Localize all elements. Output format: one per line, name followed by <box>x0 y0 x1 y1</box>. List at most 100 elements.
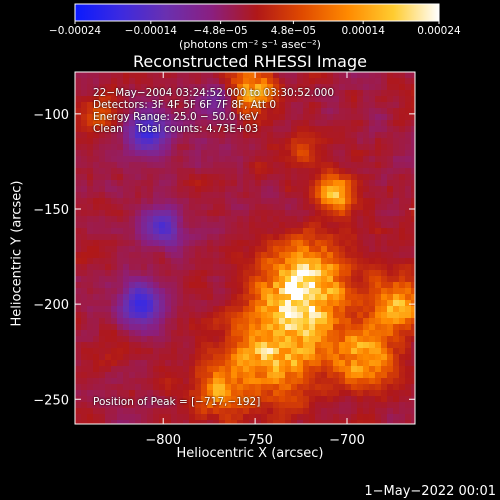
heatmap-cell <box>321 72 327 78</box>
heatmap-cell <box>375 396 381 402</box>
heatmap-cell <box>171 120 177 126</box>
heatmap-cell <box>285 150 291 156</box>
heatmap-cell <box>375 210 381 216</box>
heatmap-cell <box>309 108 315 114</box>
heatmap-cell <box>255 240 261 246</box>
heatmap-cell <box>105 216 111 222</box>
heatmap-cell <box>345 360 351 366</box>
heatmap-cell <box>123 420 129 424</box>
heatmap-cell <box>243 204 249 210</box>
heatmap-cell <box>411 318 415 324</box>
heatmap-cell <box>273 258 279 264</box>
heatmap-cell <box>249 216 255 222</box>
heatmap-cell <box>345 390 351 396</box>
heatmap-cell <box>231 276 237 282</box>
heatmap-cell <box>141 78 147 84</box>
heatmap-cell <box>93 414 99 420</box>
heatmap-cell <box>159 228 165 234</box>
heatmap-cell <box>285 162 291 168</box>
heatmap-cell <box>111 318 117 324</box>
heatmap-cell <box>123 270 129 276</box>
heatmap-cell <box>75 378 81 384</box>
heatmap-cell <box>285 372 291 378</box>
heatmap-cell <box>183 408 189 414</box>
heatmap-cell <box>207 216 213 222</box>
heatmap-cell <box>363 222 369 228</box>
heatmap-cell <box>129 402 135 408</box>
heatmap-cell <box>237 318 243 324</box>
heatmap-cell <box>363 318 369 324</box>
heatmap-cell <box>111 108 117 114</box>
heatmap-cell <box>129 216 135 222</box>
heatmap-cell <box>165 198 171 204</box>
heatmap-cell <box>189 372 195 378</box>
heatmap-cell <box>315 324 321 330</box>
heatmap-cell <box>219 162 225 168</box>
heatmap-cell <box>225 132 231 138</box>
heatmap-cell <box>123 366 129 372</box>
heatmap-cell <box>189 144 195 150</box>
heatmap-cell <box>381 300 387 306</box>
heatmap-cell <box>105 162 111 168</box>
heatmap-cell <box>387 108 393 114</box>
heatmap-cell <box>87 348 93 354</box>
heatmap-cell <box>141 246 147 252</box>
heatmap-cell <box>351 138 357 144</box>
heatmap-cell <box>345 108 351 114</box>
heatmap-cell <box>183 288 189 294</box>
heatmap-cell <box>165 186 171 192</box>
heatmap-cell <box>351 162 357 168</box>
heatmap-cell <box>237 420 243 424</box>
heatmap-cell <box>387 252 393 258</box>
heatmap-cell <box>87 372 93 378</box>
heatmap-cell <box>93 132 99 138</box>
heatmap-cell <box>363 414 369 420</box>
heatmap-cell <box>267 150 273 156</box>
heatmap-cell <box>81 114 87 120</box>
heatmap-cell <box>165 114 171 120</box>
heatmap-cell <box>81 330 87 336</box>
heatmap-cell <box>273 84 279 90</box>
heatmap-cell <box>387 276 393 282</box>
heatmap-cell <box>213 312 219 318</box>
heatmap-cell <box>231 384 237 390</box>
heatmap-cell <box>321 420 327 424</box>
heatmap-cell <box>117 414 123 420</box>
heatmap-cell <box>129 138 135 144</box>
heatmap-cell <box>219 276 225 282</box>
heatmap-cell <box>273 228 279 234</box>
heatmap-cell <box>369 318 375 324</box>
heatmap-cell <box>231 342 237 348</box>
x-tick-label: −750 <box>237 433 273 448</box>
heatmap-cell <box>261 168 267 174</box>
heatmap-cell <box>381 240 387 246</box>
heatmap-cell <box>93 102 99 108</box>
heatmap-cell <box>393 216 399 222</box>
heatmap-cell <box>297 372 303 378</box>
heatmap-cell <box>279 336 285 342</box>
heatmap-cell <box>135 342 141 348</box>
heatmap-cell <box>333 300 339 306</box>
heatmap-cell <box>87 354 93 360</box>
y-tick-label: −150 <box>33 203 69 218</box>
heatmap-cell <box>219 114 225 120</box>
heatmap-cell <box>75 204 81 210</box>
heatmap-cell <box>111 102 117 108</box>
heatmap-cell <box>375 72 381 78</box>
heatmap-cell <box>111 402 117 408</box>
heatmap-cell <box>195 162 201 168</box>
heatmap-cell <box>291 360 297 366</box>
heatmap-cell <box>171 372 177 378</box>
heatmap-cell <box>393 198 399 204</box>
heatmap-cell <box>117 360 123 366</box>
heatmap-cell <box>99 108 105 114</box>
heatmap-cell <box>183 174 189 180</box>
heatmap-cell <box>279 102 285 108</box>
heatmap-cell <box>225 84 231 90</box>
heatmap-cell <box>195 192 201 198</box>
heatmap-cell <box>279 318 285 324</box>
heatmap-cell <box>219 210 225 216</box>
heatmap-cell <box>279 348 285 354</box>
heatmap-cell <box>309 168 315 174</box>
heatmap-cell <box>93 318 99 324</box>
